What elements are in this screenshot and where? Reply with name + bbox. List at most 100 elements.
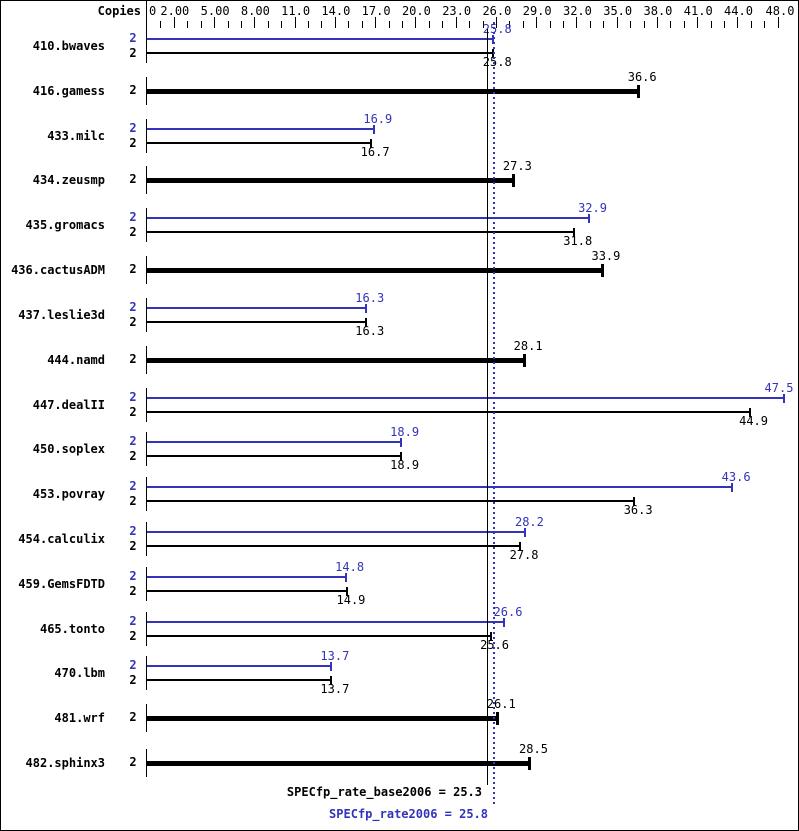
base-bar <box>147 357 525 363</box>
copies-value-base: 2 <box>129 225 137 240</box>
group-axis-segment <box>146 256 147 285</box>
base-bar <box>147 679 331 682</box>
peak-bar-endcap <box>783 393 786 403</box>
axis-minor-tick <box>684 21 685 28</box>
base-bar <box>147 544 521 547</box>
group-axis-segment <box>146 656 147 691</box>
base-bar-endcap <box>600 264 604 278</box>
axis-major-tick <box>295 17 296 28</box>
peak-bar <box>147 306 366 309</box>
benchmark-label: 482.sphinx3 <box>25 756 105 770</box>
axis-major-tick <box>536 17 537 28</box>
base-value-label: 16.3 <box>355 323 385 338</box>
base-bar-endcap <box>489 631 492 641</box>
base-value-label: 16.7 <box>360 144 390 159</box>
peak-mean-reference-line <box>493 22 495 807</box>
group-axis-segment <box>146 477 147 512</box>
benchmark-label: 459.GemsFDTD <box>18 576 105 591</box>
axis-minor-tick <box>348 21 349 28</box>
base-mean-reference-line <box>487 29 488 785</box>
axis-tick-label: 8.00 <box>240 4 270 18</box>
base-value-label: 27.8 <box>509 547 539 562</box>
benchmark-label: 437.leslie3d <box>18 307 105 322</box>
axis-minor-tick <box>389 21 390 28</box>
axis-major-tick <box>375 17 376 28</box>
group-axis-segment <box>146 76 147 105</box>
peak-bar-endcap <box>364 303 367 313</box>
axis-tick-label: 32.0 <box>562 4 592 18</box>
axis-tick-label: 48.0 <box>765 4 795 18</box>
axis-minor-tick <box>241 21 242 28</box>
axis-minor-tick <box>268 21 269 28</box>
benchmark-label: 470.lbm <box>54 666 105 681</box>
copies-value-base: 2 <box>129 262 137 277</box>
group-axis-segment <box>146 566 147 601</box>
copies-value-base: 2 <box>129 583 137 598</box>
copies-value-peak: 2 <box>129 120 137 135</box>
axis-minor-tick <box>724 21 725 28</box>
base-value-label: 13.7 <box>320 682 350 697</box>
base-bar-endcap <box>748 407 751 417</box>
copies-value-base: 2 <box>129 628 137 643</box>
base-bar-endcap <box>512 174 516 188</box>
axis-major-tick <box>657 17 658 28</box>
copies-value-base: 2 <box>129 494 137 509</box>
peak-value-label: 18.9 <box>390 425 420 440</box>
axis-major-tick <box>456 17 457 28</box>
peak-bar <box>147 396 785 399</box>
base-bar-endcap <box>633 497 636 507</box>
copies-value-peak: 2 <box>129 568 137 583</box>
group-axis-segment <box>146 611 147 646</box>
base-bar <box>147 761 530 766</box>
peak-bar <box>147 127 374 130</box>
axis-minor-tick <box>630 21 631 28</box>
base-value-label: 14.9 <box>336 592 366 607</box>
base-value-label: 25.8 <box>482 55 512 69</box>
axis-major-tick <box>496 17 497 28</box>
benchmark-label: 433.milc <box>47 128 105 143</box>
copies-value-base: 2 <box>129 710 137 725</box>
copies-value-peak: 2 <box>129 613 137 628</box>
axis-minor-tick <box>483 21 484 28</box>
axis-tick-label: 11.0 <box>281 4 311 18</box>
axis-tick-label: 23.0 <box>442 4 472 18</box>
header-divider-line <box>146 1 147 29</box>
axis-tick-label: 2.00 <box>160 4 190 18</box>
benchmark-label: 410.bwaves <box>32 39 105 53</box>
copies-value-base: 2 <box>129 135 137 150</box>
group-axis-segment <box>146 118 147 153</box>
axis-minor-tick <box>644 21 645 28</box>
peak-bar-endcap <box>731 483 734 493</box>
group-axis-segment <box>146 749 147 777</box>
base-bar <box>147 320 366 323</box>
copies-column-header: Copies <box>97 4 141 18</box>
base-value-label: 31.8 <box>563 234 593 249</box>
axis-minor-tick <box>201 21 202 28</box>
base-value-label: 27.3 <box>502 159 532 174</box>
benchmark-label: 444.namd <box>47 352 105 367</box>
base-bar-endcap <box>523 353 527 367</box>
base-bar <box>147 268 602 274</box>
copies-value-base: 2 <box>129 404 137 419</box>
copies-value-base: 2 <box>129 538 137 553</box>
axis-minor-tick <box>550 21 551 28</box>
peak-bar <box>147 530 526 533</box>
peak-bar <box>147 217 589 220</box>
axis-major-tick <box>335 17 336 28</box>
base-bar <box>147 589 347 592</box>
axis-minor-tick <box>509 21 510 28</box>
benchmark-label: 481.wrf <box>54 711 105 726</box>
copies-value-base: 2 <box>129 314 137 329</box>
axis-major-tick <box>737 17 738 28</box>
axis-minor-tick <box>281 21 282 28</box>
copies-value-peak: 2 <box>129 523 137 538</box>
axis-minor-tick <box>563 21 564 28</box>
copies-value-peak: 2 <box>129 658 137 673</box>
base-value-label: 28.5 <box>519 742 548 756</box>
benchmark-label: 454.calculix <box>18 531 105 546</box>
group-axis-segment <box>146 208 147 243</box>
peak-bar <box>147 486 733 489</box>
copies-value-base: 2 <box>129 172 137 187</box>
benchmark-label: 450.soplex <box>32 442 105 457</box>
